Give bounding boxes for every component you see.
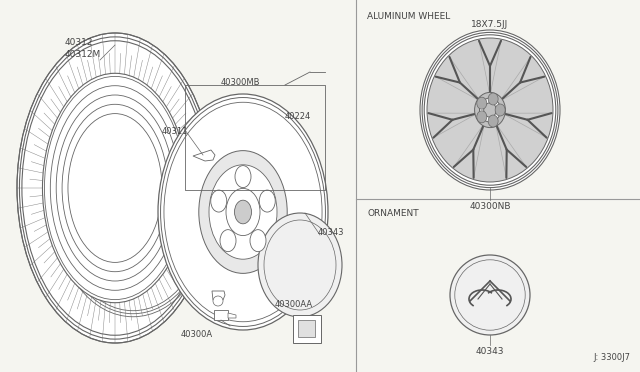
Ellipse shape <box>495 104 505 116</box>
Ellipse shape <box>250 230 266 251</box>
Ellipse shape <box>211 190 227 212</box>
Ellipse shape <box>209 165 277 259</box>
Ellipse shape <box>477 111 487 123</box>
Ellipse shape <box>234 200 252 224</box>
Text: ALUMINUM WHEEL: ALUMINUM WHEEL <box>367 12 451 21</box>
Text: 40343: 40343 <box>476 347 504 356</box>
Text: ORNAMENT: ORNAMENT <box>367 209 419 218</box>
Text: J: 3300J7: J: 3300J7 <box>593 353 630 362</box>
Ellipse shape <box>488 115 498 127</box>
Polygon shape <box>214 310 228 320</box>
Text: 18X7.5JJ: 18X7.5JJ <box>472 20 509 29</box>
Bar <box>298 320 315 337</box>
Ellipse shape <box>17 33 213 343</box>
Ellipse shape <box>420 30 560 190</box>
Text: 40312M: 40312M <box>65 50 101 59</box>
Text: 40300NB: 40300NB <box>469 202 511 211</box>
Polygon shape <box>212 291 225 300</box>
Ellipse shape <box>450 255 530 335</box>
Text: 40311: 40311 <box>162 127 188 136</box>
Text: 40300A: 40300A <box>181 330 213 339</box>
Ellipse shape <box>235 166 251 187</box>
Ellipse shape <box>484 103 496 117</box>
Ellipse shape <box>220 230 236 251</box>
Ellipse shape <box>479 98 500 122</box>
Ellipse shape <box>199 151 287 273</box>
Bar <box>293 315 321 343</box>
Ellipse shape <box>42 73 188 303</box>
Ellipse shape <box>488 93 498 105</box>
Ellipse shape <box>477 97 487 109</box>
Ellipse shape <box>226 188 260 235</box>
Text: 40312: 40312 <box>65 38 93 47</box>
Ellipse shape <box>258 213 342 317</box>
Ellipse shape <box>427 38 553 182</box>
Text: 40224: 40224 <box>285 112 311 121</box>
Ellipse shape <box>259 190 275 212</box>
Text: 40300MB: 40300MB <box>220 78 260 87</box>
Ellipse shape <box>158 94 328 330</box>
Text: 40343: 40343 <box>318 228 344 237</box>
Text: 40300AA: 40300AA <box>275 300 313 309</box>
Ellipse shape <box>213 296 223 306</box>
Ellipse shape <box>164 102 322 322</box>
Polygon shape <box>193 150 215 161</box>
Polygon shape <box>228 313 236 318</box>
Ellipse shape <box>475 92 506 128</box>
